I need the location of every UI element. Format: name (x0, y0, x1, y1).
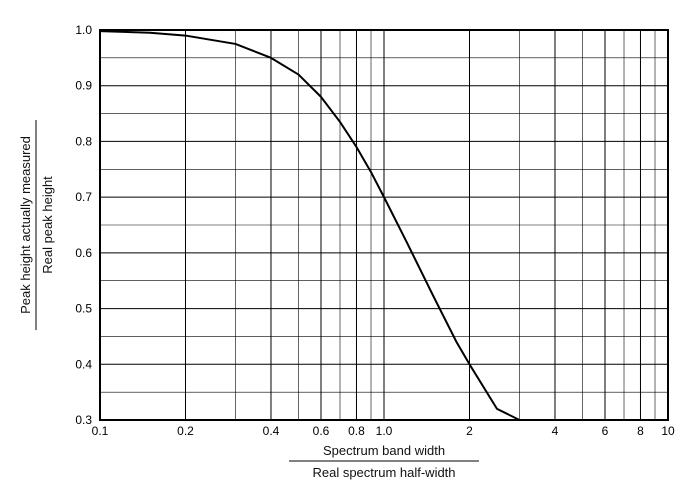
chart-container: 0.1 0.2 0.4 0.6 0.8 1.0 2 4 6 8 10 0.3 0.4 0.5 0.6 0.7 0… (0, 0, 688, 501)
y-tick-label: 0.5 (75, 302, 92, 316)
y-axis-label-denominator: Real peak height (40, 176, 55, 274)
x-tick-label: 6 (602, 424, 609, 438)
x-tick-label: 0.1 (92, 424, 109, 438)
x-tick-label: 10 (661, 424, 675, 438)
x-tick-label: 8 (637, 424, 644, 438)
y-tick-label: 0.7 (75, 190, 92, 204)
y-tick-label: 0.8 (75, 134, 92, 148)
y-tick-label: 0.3 (75, 413, 92, 427)
y-tick-label: 0.6 (75, 246, 92, 260)
x-tick-label: 4 (552, 424, 559, 438)
x-tick-label: 0.2 (177, 424, 194, 438)
y-tick-label: 0.9 (75, 79, 92, 93)
chart-svg: 0.1 0.2 0.4 0.6 0.8 1.0 2 4 6 8 10 0.3 0.4 0.5 0.6 0.7 0… (0, 0, 688, 501)
x-tick-label: 1.0 (376, 424, 393, 438)
y-tick-label: 0.4 (75, 357, 92, 371)
x-tick-label: 0.4 (263, 424, 280, 438)
y-axis-label-numerator: Peak height actually measured (18, 136, 33, 314)
x-axis-label-denominator: Real spectrum half-width (312, 465, 455, 480)
x-tick-label: 0.6 (313, 424, 330, 438)
x-tick-label: 2 (466, 424, 473, 438)
y-tick-label: 1.0 (75, 23, 92, 37)
x-tick-label: 0.8 (348, 424, 365, 438)
x-axis-label-numerator: Spectrum band width (323, 443, 445, 458)
